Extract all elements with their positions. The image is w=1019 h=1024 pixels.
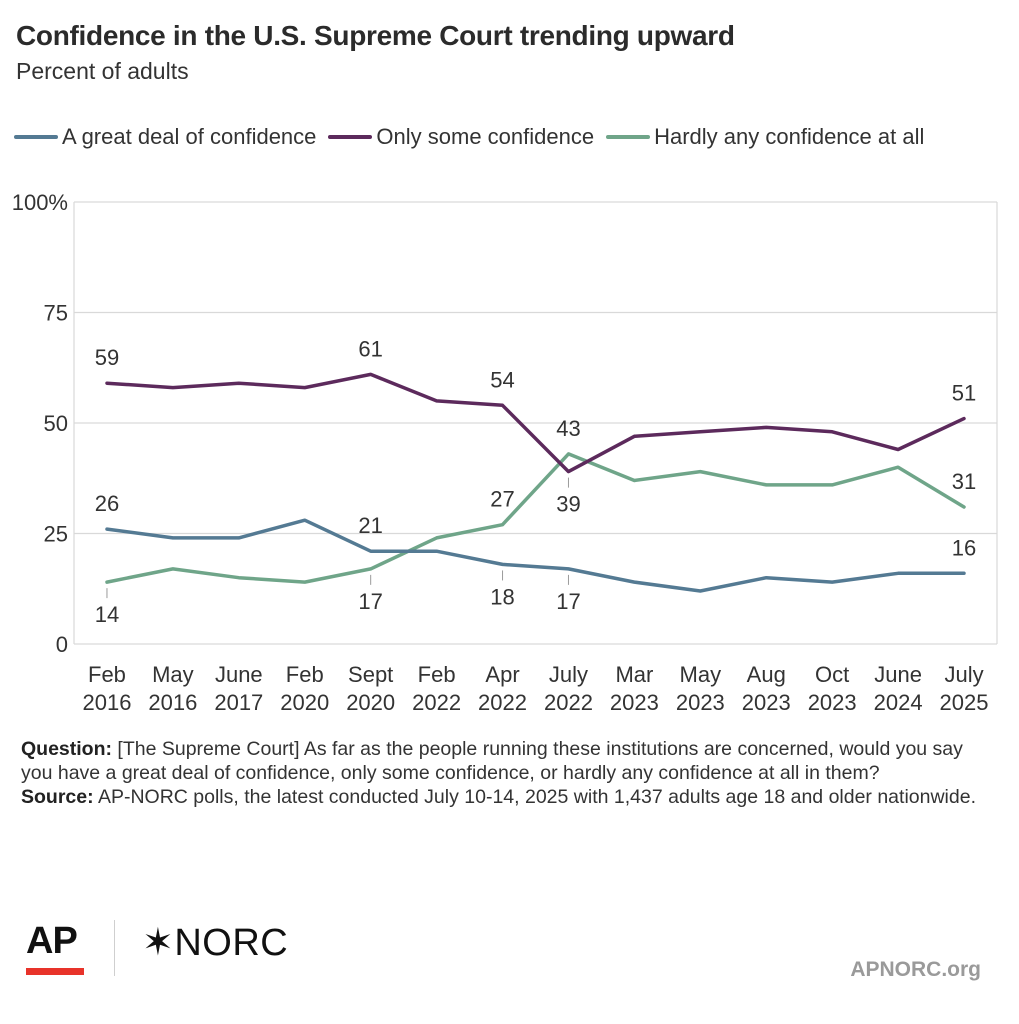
- y-tick-label: 50: [44, 411, 68, 436]
- x-tick-label: Mar: [615, 662, 653, 687]
- x-tick-label: 2023: [610, 690, 659, 715]
- legend-label: Only some confidence: [376, 124, 595, 149]
- x-tick-label: 2020: [346, 690, 395, 715]
- x-tick-label: May: [680, 662, 722, 687]
- x-tick-label: 2016: [148, 690, 197, 715]
- x-tick-label: 2020: [280, 690, 329, 715]
- question-note: Question: [The Supreme Court] As far as …: [21, 737, 981, 785]
- x-tick-label: Sept: [348, 662, 393, 687]
- source-text: AP-NORC polls, the latest conducted July…: [93, 786, 976, 808]
- data-label: 26: [95, 491, 119, 516]
- legend-swatch: [606, 135, 651, 139]
- data-label: 14: [95, 602, 119, 627]
- legend-label: A great deal of confidence: [62, 124, 317, 149]
- x-tick-label: Feb: [88, 662, 126, 687]
- legend-label: Hardly any confidence at all: [654, 124, 925, 149]
- data-label: 51: [952, 381, 976, 406]
- chart-notes: Question: [The Supreme Court] As far as …: [21, 737, 981, 809]
- y-tick-label: 100%: [12, 190, 68, 215]
- x-tick-label: July: [549, 662, 588, 687]
- x-tick-label: Oct: [815, 662, 849, 687]
- line-chart: 0 25 50 75 100% Feb 2016 May 2016 June 2017 Feb 2020…: [12, 190, 998, 715]
- x-tick-label: Feb: [418, 662, 456, 687]
- legend: A great deal of confidence Only some conf…: [14, 124, 936, 150]
- source-label: Source:: [21, 786, 94, 808]
- x-tick-label: Feb: [286, 662, 324, 687]
- data-label: 18: [490, 584, 514, 609]
- data-label: 59: [95, 345, 119, 370]
- x-tick-label: Aug: [747, 662, 786, 687]
- data-label: 43: [556, 416, 580, 441]
- series-line-3: [105, 452, 966, 584]
- x-tick-label: 2023: [808, 690, 857, 715]
- legend-item-3: Hardly any confidence at all: [606, 124, 924, 150]
- source-note: Source: AP-NORC polls, the latest conduc…: [21, 785, 981, 809]
- ap-logo: AP: [26, 920, 78, 962]
- norc-logo-text: NORC: [174, 922, 289, 964]
- question-label: Question:: [21, 738, 112, 760]
- norc-star-icon: ✶: [142, 922, 175, 964]
- x-tick-label: 2022: [544, 690, 593, 715]
- x-tick-label: 2017: [214, 690, 263, 715]
- y-tick-label: 75: [44, 301, 68, 326]
- series-line-1: [105, 518, 966, 593]
- norc-logo: ✶NORC: [142, 920, 288, 965]
- data-label: 27: [490, 487, 514, 512]
- legend-swatch: [14, 135, 58, 139]
- chart-subtitle: Percent of adults: [16, 58, 189, 84]
- x-tick-label: 2022: [478, 690, 527, 715]
- ap-logo-bar: [26, 968, 84, 975]
- x-tick-label: 2023: [742, 690, 791, 715]
- logos: AP ✶NORC: [26, 916, 326, 980]
- x-tick-label: May: [152, 662, 194, 687]
- site-url: APNORC.org: [850, 958, 981, 981]
- data-label: 17: [358, 589, 382, 614]
- data-label: 61: [358, 336, 382, 361]
- y-tick-label: 25: [44, 522, 68, 547]
- x-tick-label: 2025: [940, 690, 989, 715]
- x-tick-label: 2022: [412, 690, 461, 715]
- data-label: 16: [952, 535, 976, 560]
- data-label: 54: [490, 367, 514, 392]
- x-tick-label: June: [215, 662, 263, 687]
- legend-item-2: Only some confidence: [328, 124, 594, 150]
- x-tick-label: Apr: [485, 662, 519, 687]
- x-tick-label: July: [944, 662, 983, 687]
- x-tick-label: June: [874, 662, 922, 687]
- y-tick-label: 0: [56, 632, 68, 657]
- data-label: 17: [556, 589, 580, 614]
- logo-divider: [114, 920, 115, 976]
- x-tick-label: 2023: [676, 690, 725, 715]
- series-line-2: [105, 372, 966, 474]
- x-tick-label: 2016: [82, 690, 131, 715]
- legend-item-1: A great deal of confidence: [14, 124, 316, 150]
- data-label: 39: [556, 492, 580, 517]
- data-label: 31: [952, 469, 976, 494]
- chart-title: Confidence in the U.S. Supreme Court tre…: [16, 20, 735, 51]
- data-label: 21: [358, 513, 382, 538]
- x-tick-label: 2024: [874, 690, 923, 715]
- legend-swatch: [328, 135, 373, 139]
- question-text: [The Supreme Court] As far as the people…: [21, 738, 963, 784]
